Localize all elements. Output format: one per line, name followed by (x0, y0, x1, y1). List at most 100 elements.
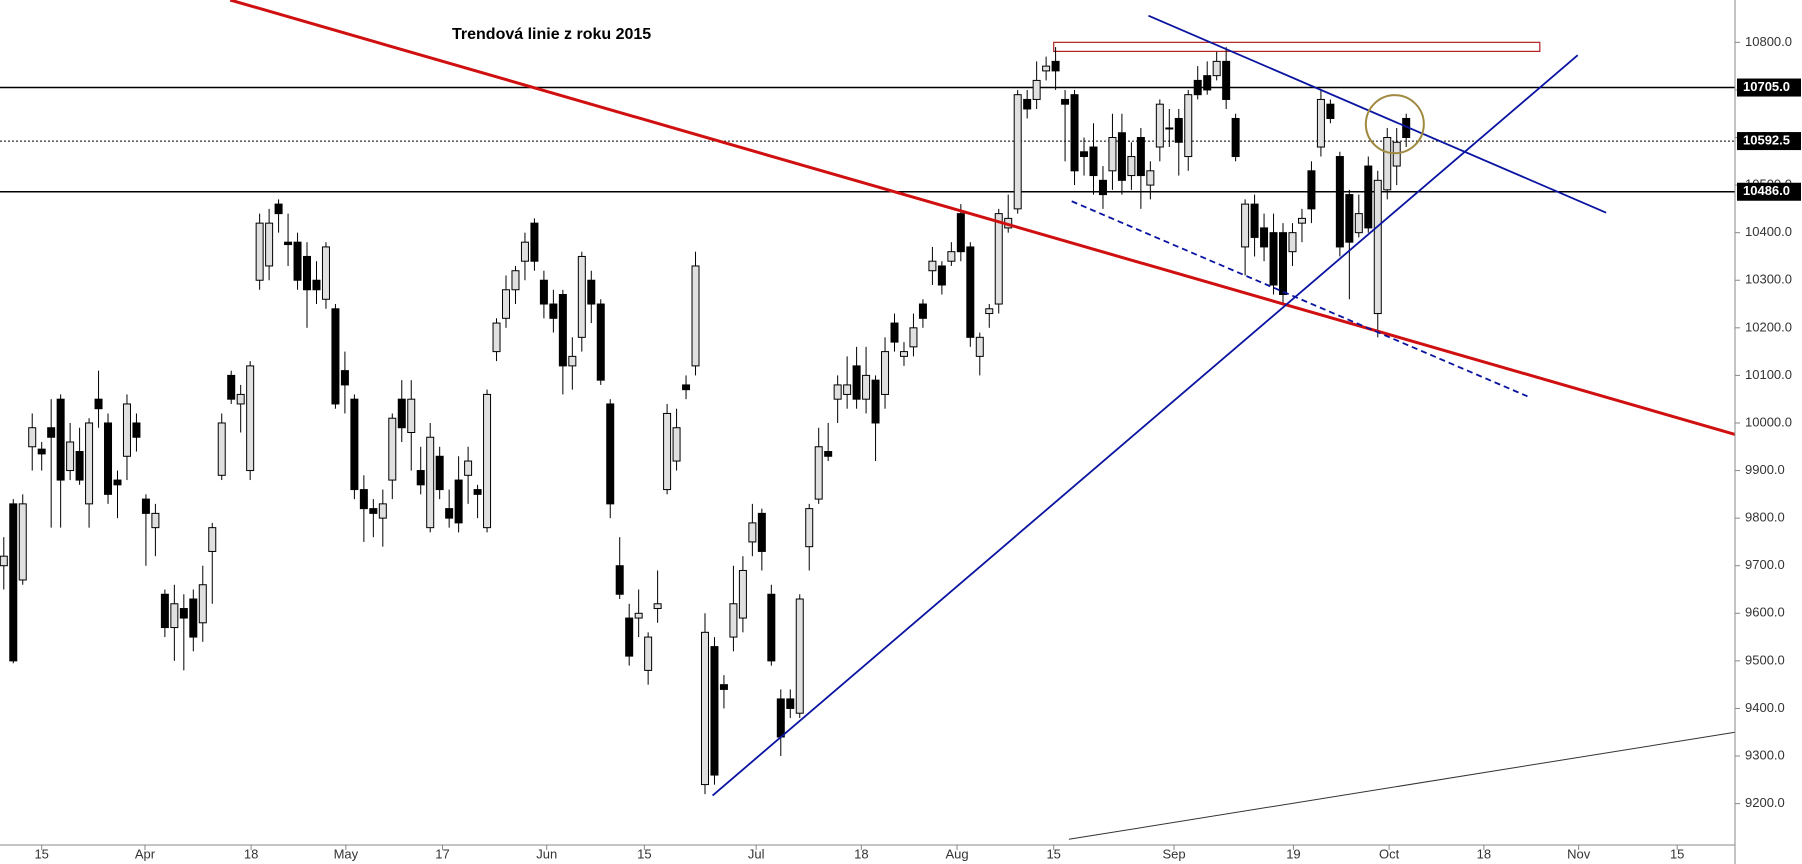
y-tick-label: 9900.0 (1745, 462, 1785, 477)
candle-body (1127, 156, 1136, 177)
trend-line (1148, 14, 1607, 214)
candle-body (359, 489, 368, 510)
candle-body (397, 398, 406, 429)
candle-body (331, 308, 340, 405)
resistance-zone (1053, 41, 1541, 52)
candle-body (577, 255, 586, 338)
chart-title: Trendová linie z roku 2015 (452, 26, 651, 43)
candle-body (937, 265, 946, 286)
candle-body (738, 569, 747, 619)
plot-area (0, 0, 1736, 840)
candle-body (748, 522, 757, 543)
candle-body (85, 422, 94, 505)
candle-body (1117, 132, 1126, 181)
candle-body (217, 422, 226, 476)
candle-body (700, 631, 709, 786)
x-tick-label: Apr (135, 846, 156, 861)
candle-body (132, 422, 141, 438)
candle-body (776, 698, 785, 738)
x-tick-label: 15 (637, 846, 651, 861)
trend-line (711, 54, 1579, 797)
candle-body (1051, 60, 1060, 72)
y-tick-label: 10800.0 (1745, 34, 1792, 49)
candle-body (492, 322, 501, 353)
candle-body (179, 608, 188, 619)
x-tick-label: Oct (1379, 846, 1400, 861)
candle-body (625, 617, 634, 657)
candle-body (293, 241, 302, 281)
x-tick-label: 19 (1286, 846, 1300, 861)
candle-body (1146, 170, 1155, 186)
candle-body (786, 698, 795, 709)
candle-body (928, 260, 937, 272)
candle-body (274, 203, 283, 215)
candle-body (871, 379, 880, 424)
y-tick-label: 9600.0 (1745, 605, 1785, 620)
candle-body (824, 451, 833, 457)
candle-body (18, 503, 27, 581)
candle-body (1155, 103, 1164, 148)
candle-body (1136, 137, 1145, 177)
candle-body (198, 584, 207, 624)
candle-body (416, 470, 425, 486)
candle-body (539, 279, 548, 305)
trend-line (1071, 200, 1528, 398)
x-tick-label: 15 (1670, 846, 1684, 861)
candle-body (1070, 94, 1079, 172)
candle-body (994, 213, 1003, 305)
candle-body (909, 327, 918, 348)
candle-body (558, 294, 567, 367)
candle-body (1297, 217, 1306, 224)
candle-body (767, 593, 776, 662)
candle-body (141, 498, 150, 514)
candle-body (0, 555, 8, 567)
candle-body (1080, 151, 1089, 158)
candle-body (1108, 137, 1117, 172)
y-tick-label: 9300.0 (1745, 747, 1785, 762)
level-label-box (1737, 78, 1801, 97)
candle-body (1288, 232, 1297, 253)
x-tick-label: Jul (748, 846, 765, 861)
candle-body (1345, 194, 1354, 243)
candle-body (1335, 156, 1344, 248)
y-tick-label: 10400.0 (1745, 224, 1792, 239)
candle-body (255, 222, 264, 281)
candle-body (805, 508, 814, 548)
candle-body (899, 351, 908, 357)
x-tick-label: Sep (1162, 846, 1185, 861)
candle-body (94, 398, 103, 410)
candle-body (672, 427, 681, 462)
y-tick-label: 10000.0 (1745, 414, 1792, 429)
x-tick-label: Jun (536, 846, 557, 861)
candle-body (227, 374, 236, 400)
x-tick-label: 18 (854, 846, 868, 861)
candle-body (445, 508, 454, 519)
candle-body (189, 598, 198, 638)
candle-body (634, 612, 643, 619)
candle-body (312, 279, 321, 291)
candle-body (890, 322, 899, 343)
candle-body (1373, 179, 1382, 315)
candle-body (530, 222, 539, 262)
candle-body (862, 374, 871, 400)
x-tick-label: 18 (1477, 846, 1491, 861)
x-tick-label: Aug (945, 846, 968, 861)
candle-body (1165, 127, 1174, 130)
level-label-box (1737, 182, 1801, 201)
candle-body (37, 448, 46, 455)
candle-body (1241, 203, 1250, 248)
level-label-box (1737, 132, 1801, 151)
y-tick-label: 9200.0 (1745, 795, 1785, 810)
candle-body (881, 351, 890, 395)
candle-body (1203, 75, 1212, 91)
candle-body (435, 455, 444, 491)
candle-body (918, 303, 927, 319)
candle-body (947, 251, 956, 262)
candle-body (236, 393, 245, 405)
candle-body (975, 336, 984, 357)
candle-body (644, 636, 653, 671)
candle-body (1279, 232, 1288, 296)
x-tick-label: 15 (1046, 846, 1060, 861)
candle-body (1269, 232, 1278, 286)
level-label: 10705.0 (1743, 79, 1790, 94)
